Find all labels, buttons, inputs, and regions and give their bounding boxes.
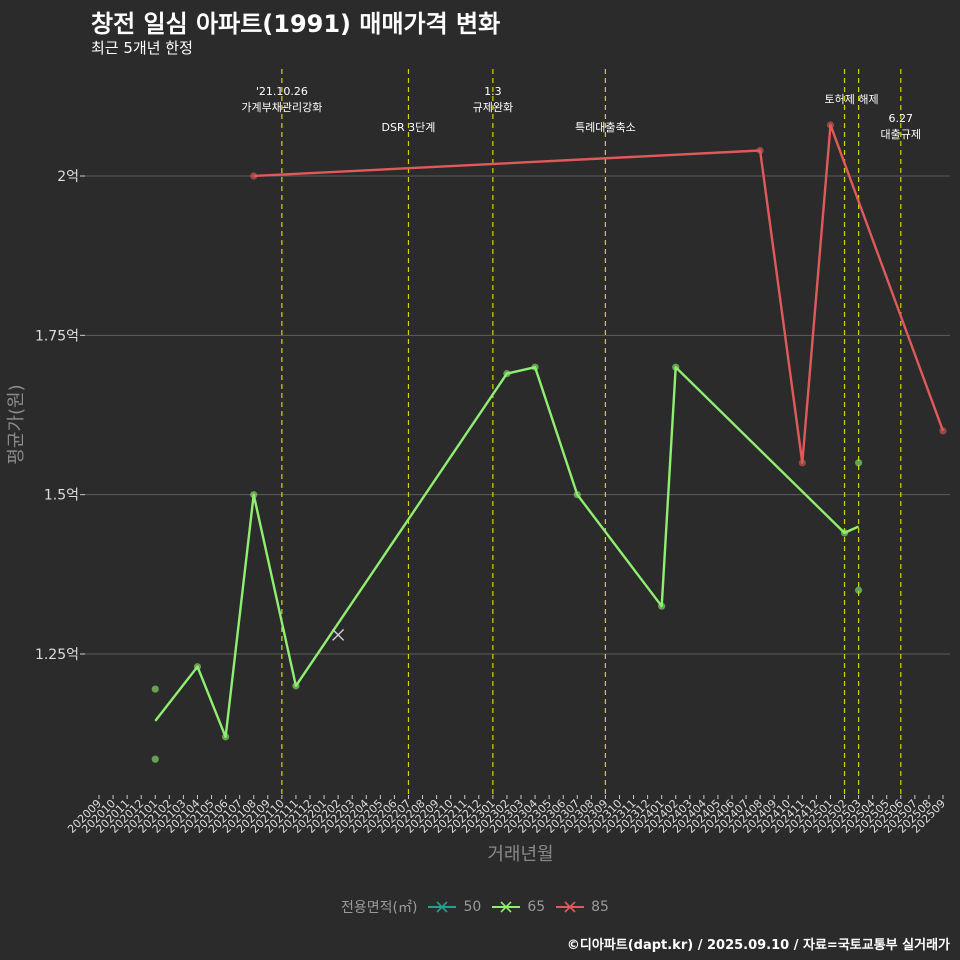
data-point-85-3 — [826, 121, 835, 129]
legend-key-65 — [492, 901, 521, 913]
data-point-85-4 — [939, 427, 947, 435]
event-label-202301-1: 규제완화 — [473, 101, 513, 114]
data-point-65-4 — [250, 491, 258, 499]
chart-subtitle: 최근 5개년 한정 — [91, 39, 193, 57]
legend-key-50 — [428, 901, 457, 913]
legend-title: 전용면적(㎡) — [341, 900, 418, 916]
event-label-202207-0: DSR 3단계 — [382, 121, 436, 134]
data-point-85-1 — [756, 146, 764, 155]
legend-label-50: 50 — [463, 899, 482, 915]
y-tick-label-3: 2억 — [57, 169, 79, 185]
data-point-65-1 — [151, 755, 159, 763]
legend-label-85: 85 — [591, 899, 609, 915]
legend: 전용면적(㎡) 50 65 85 — [0, 897, 960, 917]
data-point-65-0 — [151, 685, 159, 693]
cross-marker-65-0 — [332, 628, 345, 641]
y-tick-label-0: 1.25억 — [35, 647, 79, 663]
data-point-65-5 — [292, 682, 300, 690]
data-point-65-10 — [672, 363, 680, 371]
event-label-202506-0: 6.27 — [889, 112, 914, 125]
data-point-65-7 — [531, 363, 539, 371]
legend-cross-50 — [436, 901, 449, 913]
data-point-65-8 — [573, 491, 581, 499]
y-axis-title: 평균가(원) — [6, 384, 27, 464]
data-point-65-2 — [193, 663, 202, 671]
event-label-202506-1: 대출규제 — [881, 128, 921, 141]
event-label-202309-0: 특례대출축소 — [575, 121, 636, 134]
x-axis-title: 거래년월 — [487, 844, 553, 865]
data-point-65-3 — [222, 733, 230, 741]
y-tick-label-1: 1.5억 — [44, 488, 79, 504]
y-tick-label-2: 1.75억 — [35, 328, 79, 344]
legend-label-65: 65 — [527, 899, 546, 915]
legend-cross-65 — [500, 901, 512, 913]
source-caption: ©디아파트(dapt.kr) / 2025.09.10 / 자료=국토교통부 실… — [566, 938, 950, 953]
data-point-65-9 — [658, 602, 666, 610]
legend-item-85: 85 — [555, 898, 609, 916]
event-label-202110-0: '21.10.26 — [256, 85, 308, 98]
legend-key-85 — [556, 901, 585, 913]
data-point-65-13 — [855, 586, 863, 594]
event-label-202502-0: 토허제 해제 — [825, 92, 879, 106]
data-point-65-6 — [503, 369, 511, 378]
event-label-202110-1: 가계부채관리강화 — [241, 101, 322, 114]
event-label-202301-0: 1.3 — [484, 85, 502, 98]
data-point-65-11 — [840, 529, 849, 537]
legend-item-65: 65 — [491, 898, 545, 916]
legend-item-50: 50 — [427, 898, 481, 916]
series-line-65 — [154, 366, 860, 739]
data-point-85-2 — [798, 459, 806, 467]
chart-title: 창전 일심 아파트(1991) 매매가격 변화 — [91, 10, 501, 38]
data-point-85-0 — [250, 172, 258, 180]
data-point-65-12 — [855, 459, 863, 467]
legend-cross-85 — [564, 901, 576, 913]
